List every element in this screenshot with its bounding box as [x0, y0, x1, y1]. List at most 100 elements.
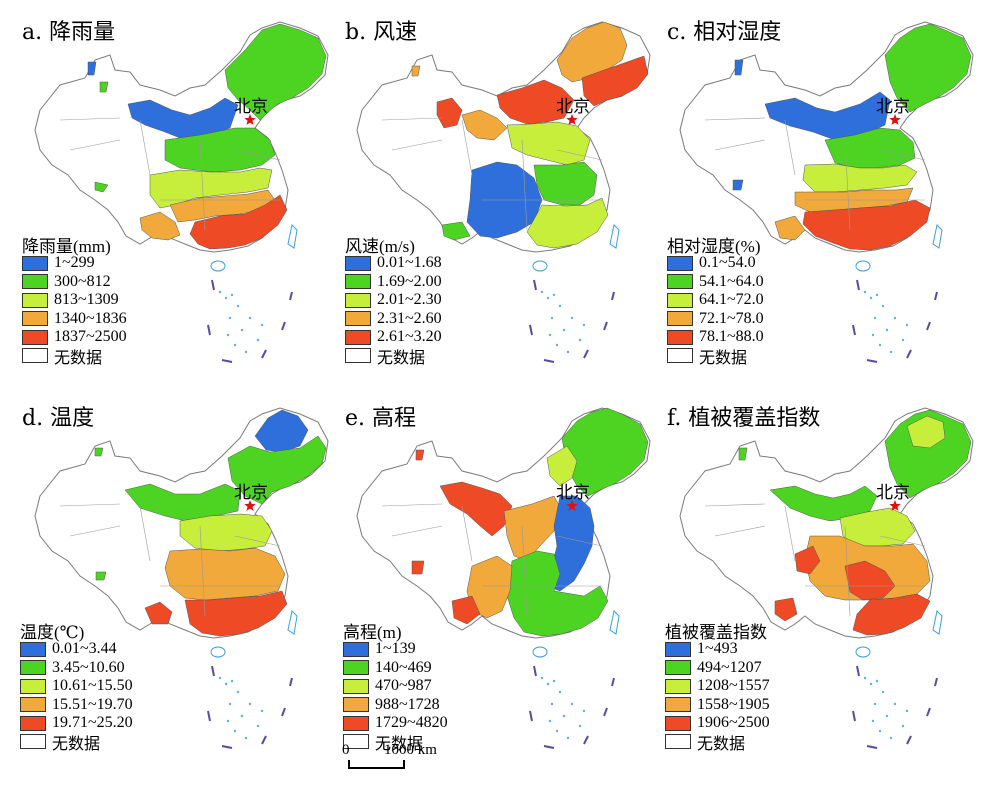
legend-swatch	[345, 292, 371, 308]
boundary-line	[844, 139, 851, 231]
island-taiwan	[932, 609, 943, 635]
nine-dash-line	[207, 324, 211, 336]
nine-dash-line	[866, 745, 878, 749]
nine-dash-line	[533, 665, 537, 677]
legend-label: 0.01~1.68	[377, 254, 442, 271]
legend-label: 494~1207	[697, 658, 762, 676]
legend-item: 2.31~2.60	[345, 310, 442, 328]
legend-item: 3.45~10.60	[20, 659, 125, 677]
legend-label: 15.51~19.70	[52, 695, 133, 713]
legend-item: 0.1~54.0	[667, 254, 756, 272]
region-green-0	[561, 407, 649, 497]
legend-label: 无数据	[52, 735, 101, 753]
legend-item: 1906~2500	[665, 714, 770, 732]
island-hainan	[532, 646, 548, 658]
nine-dash-line	[281, 321, 286, 331]
legend-label: 2.31~2.60	[377, 309, 442, 327]
region-green-5	[506, 550, 609, 637]
nine-dash-line	[856, 279, 860, 291]
boundary-line	[704, 503, 766, 507]
nine-dash-line	[261, 349, 267, 359]
boundary-line	[69, 139, 121, 151]
legend-item: 19.71~25.20	[20, 714, 133, 732]
nine-dash-line	[906, 735, 912, 745]
nine-dash-line	[543, 359, 555, 363]
region-yellowgreen-3	[179, 513, 273, 552]
panel-title-wind-speed: b. 风速	[345, 20, 418, 45]
star-icon	[566, 500, 578, 511]
legend-swatch	[345, 255, 371, 271]
region-orange-3	[503, 495, 563, 562]
map-elevation	[356, 407, 651, 749]
region-red-5	[802, 199, 931, 251]
nine-dash-line	[543, 745, 555, 749]
region-orange-6	[774, 215, 806, 241]
legend-label: 78.1~88.0	[699, 328, 764, 345]
sea-island	[893, 702, 897, 706]
legend-swatch	[343, 660, 369, 675]
legend-item: 54.1~64.0	[667, 273, 764, 291]
sea-island	[873, 316, 877, 320]
boundary-line	[234, 535, 281, 547]
sea-island	[260, 709, 264, 713]
sea-island	[244, 350, 248, 354]
boundary-line	[556, 149, 603, 161]
sea-island	[550, 316, 554, 320]
scale-start-label: 0	[342, 742, 350, 758]
sea-island	[582, 323, 586, 327]
region-green-9	[738, 447, 748, 461]
sea-island	[236, 690, 240, 694]
island-taiwan	[609, 223, 620, 249]
nine-dash-line	[207, 710, 211, 722]
panel-title-humidity: c. 相对湿度	[667, 20, 782, 45]
nine-dash-line	[529, 710, 533, 722]
nine-dash-line	[852, 324, 856, 336]
sea-island	[885, 714, 889, 718]
sea-island	[889, 350, 893, 354]
scale-bar: 0 1000 km	[342, 742, 484, 772]
sea-island	[240, 714, 244, 718]
legend-label: 470~987	[375, 677, 432, 694]
legend-item: 1~139	[343, 640, 416, 658]
legend-item: 15.51~19.70	[20, 696, 133, 714]
boundary-line	[714, 139, 766, 151]
legend-swatch	[345, 329, 371, 345]
region-green-2	[124, 483, 241, 523]
legend-swatch	[667, 292, 693, 308]
sea-island	[230, 293, 234, 297]
legend-label: 1208~1557	[697, 677, 770, 694]
legend-item: 1558~1905	[665, 696, 770, 714]
sea-island	[562, 328, 566, 332]
legend-label: 988~1728	[375, 695, 440, 713]
sea-island	[228, 702, 232, 706]
panel-title-rainfall: a. 降雨量	[22, 20, 116, 45]
boundary-line	[234, 149, 281, 161]
legend-label: 无数据	[377, 349, 426, 367]
region-red-5	[184, 590, 288, 637]
sea-island	[885, 328, 889, 332]
sea-island	[218, 290, 222, 294]
legend-label: 0.1~54.0	[699, 254, 756, 271]
boundary-line	[521, 525, 528, 617]
legend-item: 64.1~72.0	[667, 291, 764, 309]
boundary-line	[714, 525, 766, 537]
nine-dash-line	[603, 321, 608, 331]
region-red-6	[144, 601, 173, 625]
legend-item: 0.01~1.68	[345, 254, 442, 272]
island-taiwan	[932, 223, 943, 249]
boundary-line	[139, 119, 151, 176]
sea-island	[226, 333, 230, 337]
region-red-1	[581, 55, 649, 107]
sea-island	[230, 679, 234, 683]
nine-dash-line	[221, 745, 233, 749]
boundary-line	[381, 117, 443, 121]
legend-swatch	[20, 734, 46, 749]
legend-title-elevation: 高程(m)	[343, 623, 402, 642]
sea-island	[901, 724, 905, 728]
legend-item: 2.01~2.30	[345, 291, 442, 309]
legend-item: 1729~4820	[343, 714, 448, 732]
legend-item: 2.61~3.20	[345, 328, 442, 346]
sea-island	[873, 702, 877, 706]
legend-swatch	[667, 311, 693, 326]
